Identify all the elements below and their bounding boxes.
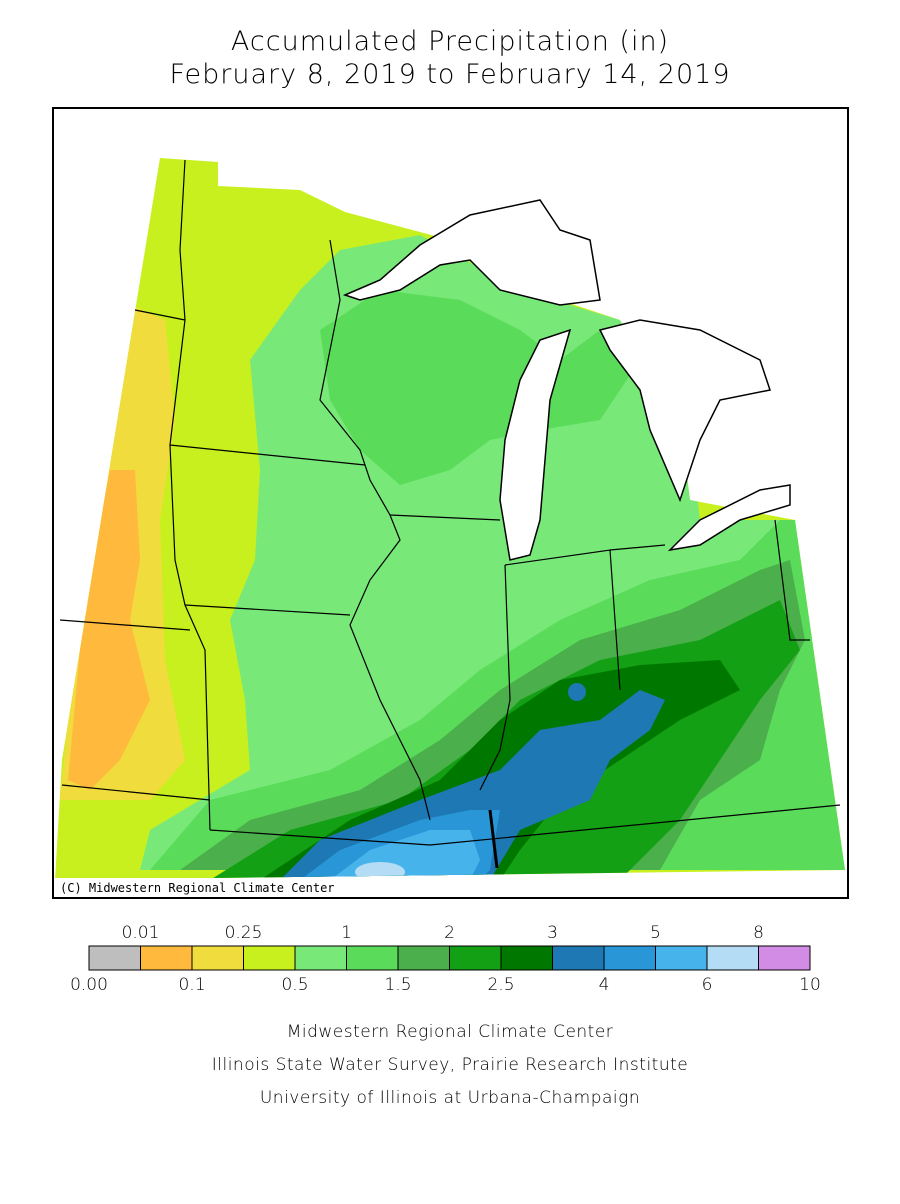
legend-swatch [140, 945, 193, 971]
legend-swatch [191, 945, 244, 971]
legend-swatch [449, 945, 502, 971]
precip-area [568, 683, 586, 701]
legend-label: 1 [341, 923, 352, 943]
state-line [169, 159, 211, 831]
legend-swatch [758, 945, 811, 971]
legend-swatch [88, 945, 141, 971]
legend-swatch [294, 945, 347, 971]
precip-map [55, 158, 845, 880]
copyright: (C) Midwestern Regional Climate Center [60, 881, 335, 895]
footer-line: Midwestern Regional Climate Center [287, 1022, 614, 1042]
legend-swatch [243, 945, 296, 971]
copyright-box [55, 878, 337, 897]
precip-area [320, 290, 640, 485]
footer-line: University of Illinois at Urbana-Champai… [260, 1088, 640, 1108]
legend-label: 1.5 [384, 975, 411, 995]
legend-swatch [603, 945, 656, 971]
state-line [609, 544, 666, 551]
legend-label: 0.5 [281, 975, 308, 995]
lake [342, 199, 601, 306]
legend-swatch [552, 945, 605, 971]
legend-label: 0.1 [178, 975, 205, 995]
legend-swatch [706, 945, 759, 971]
state-line [184, 604, 351, 616]
state-line [774, 519, 810, 641]
footer-line: Illinois State Water Survey, Prairie Res… [212, 1055, 688, 1075]
legend-label: 3 [547, 923, 558, 943]
map-frame [52, 107, 849, 899]
legend-label: 6 [702, 975, 713, 995]
title-line: February 8, 2019 to February 14, 2019 [169, 59, 730, 90]
lake [667, 484, 791, 552]
legend-label: 8 [753, 923, 764, 943]
precip-area [280, 690, 665, 880]
lake [598, 319, 771, 503]
state-line [479, 564, 511, 791]
state-line [319, 239, 431, 821]
state-line [134, 309, 186, 321]
title-line: Accumulated Precipitation (in) [231, 26, 669, 57]
legend-swatch [500, 945, 553, 971]
legend-swatch [397, 945, 450, 971]
legend-label: 4 [599, 975, 610, 995]
state-line [209, 804, 841, 846]
state-line [488, 809, 499, 869]
legend-label: 2 [444, 923, 455, 943]
legend-label: 0.00 [70, 975, 108, 995]
state-line [61, 784, 211, 801]
legend-label: 5 [650, 923, 661, 943]
precip-area [355, 862, 405, 880]
legend-label: 0.25 [225, 923, 263, 943]
lake [499, 328, 572, 561]
legend: 0.00 0.01 0.1 0.25 0.5 1 1.5 2 2.5 3 4 5 6 8 10 [70, 923, 821, 995]
legend-swatch [655, 945, 708, 971]
legend-label: 10 [799, 975, 821, 995]
legend-swatch [346, 945, 399, 971]
state-line [169, 444, 366, 466]
legend-label: 2.5 [487, 975, 514, 995]
state-line [389, 514, 501, 521]
boundaries [59, 159, 841, 869]
precip-area [68, 470, 150, 790]
legend-label: 0.01 [122, 923, 160, 943]
state-line [59, 619, 191, 631]
